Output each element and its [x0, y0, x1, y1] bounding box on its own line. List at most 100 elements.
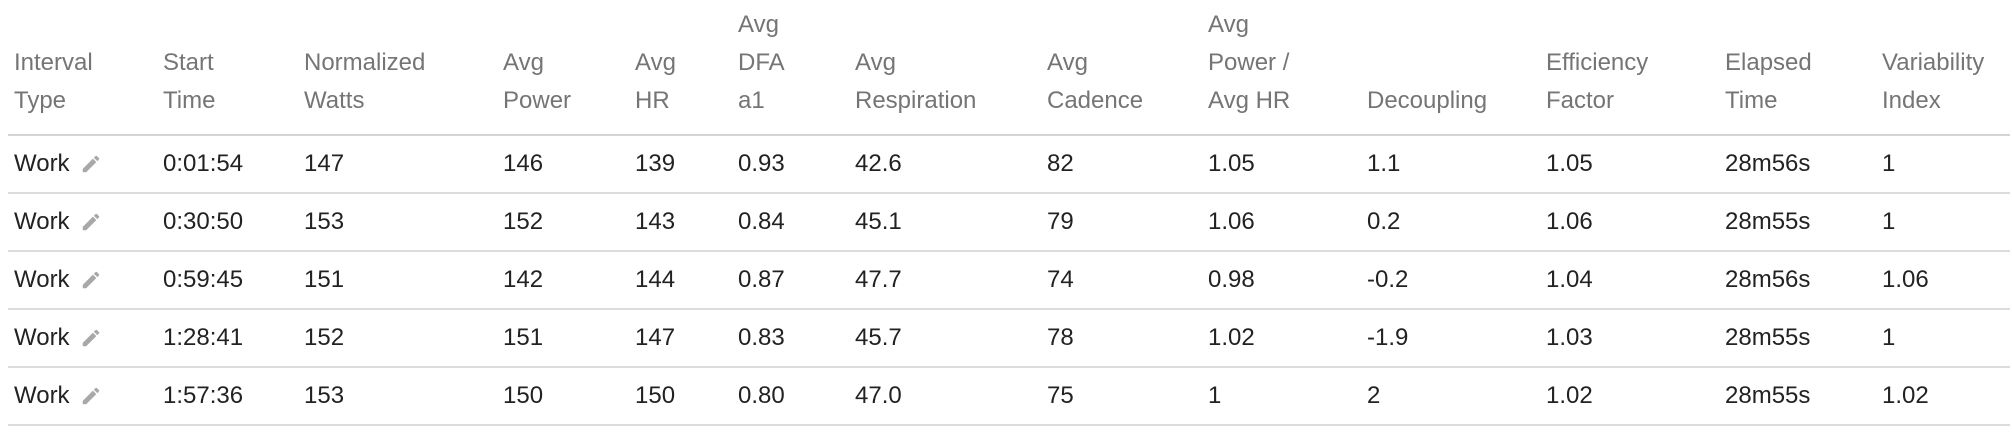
cell-variability-index: 1.02 [1876, 367, 2010, 426]
interval-type-wrapper: Work [14, 148, 102, 180]
cell-avg-dfa-a1: 0.93 [732, 135, 849, 194]
cell-avg-power: 151 [497, 309, 629, 368]
cell-efficiency-factor: 1.03 [1540, 309, 1719, 368]
cell-avg-respiration: 45.1 [849, 193, 1041, 252]
cell-start-time: 1:28:41 [157, 309, 298, 368]
cell-avg-hr: 143 [629, 193, 732, 252]
cell-avg-dfa-a1: 0.80 [732, 367, 849, 426]
cell-normalized-watts: 151 [298, 251, 497, 310]
cell-avg-power-per-hr: 1.05 [1202, 135, 1361, 194]
cell-decoupling: -0.2 [1361, 251, 1540, 310]
cell-efficiency-factor: 1.02 [1540, 367, 1719, 426]
cell-avg-power-per-hr: 1.02 [1202, 309, 1361, 368]
cell-efficiency-factor: 1.06 [1540, 193, 1719, 252]
cell-decoupling: 1.1 [1361, 135, 1540, 194]
cell-avg-power-per-hr: 1.06 [1202, 193, 1361, 252]
cell-variability-index: 1 [1876, 309, 2010, 368]
cell-normalized-watts: 147 [298, 135, 497, 194]
col-header-elapsed-time[interactable]: Elapsed Time [1719, 0, 1876, 136]
interval-type-label: Work [14, 324, 70, 351]
cell-elapsed-time: 28m55s [1719, 367, 1876, 426]
cell-avg-power: 142 [497, 251, 629, 310]
interval-type-wrapper: Work [14, 380, 102, 412]
col-header-interval-type[interactable]: Interval Type [8, 0, 157, 136]
cell-avg-hr: 150 [629, 367, 732, 426]
pencil-icon[interactable] [80, 327, 102, 349]
pencil-icon[interactable] [80, 153, 102, 175]
col-header-avg-power-per-hr[interactable]: Avg Power / Avg HR [1202, 0, 1361, 136]
cell-avg-power: 152 [497, 193, 629, 252]
cell-elapsed-time: 28m56s [1719, 135, 1876, 194]
pencil-icon[interactable] [80, 269, 102, 291]
cell-avg-respiration: 42.6 [849, 135, 1041, 194]
cell-avg-power: 150 [497, 367, 629, 426]
cell-normalized-watts: 153 [298, 367, 497, 426]
cell-variability-index: 1 [1876, 193, 2010, 252]
cell-start-time: 0:30:50 [157, 193, 298, 252]
table-row[interactable]: Work 0:59:45 151 142 144 0.87 47.7 74 0.98 -0.2 1.… [8, 251, 2010, 310]
pencil-icon[interactable] [80, 211, 102, 233]
cell-start-time: 1:57:36 [157, 367, 298, 426]
table-row[interactable]: Work 1:28:41 152 151 147 0.83 45.7 78 1.02 -1.9 1.… [8, 309, 2010, 368]
cell-avg-cadence: 78 [1041, 309, 1202, 368]
cell-interval-type: Work [8, 193, 157, 252]
cell-avg-power-per-hr: 1 [1202, 367, 1361, 426]
cell-interval-type: Work [8, 135, 157, 194]
cell-elapsed-time: 28m55s [1719, 309, 1876, 368]
cell-interval-type: Work [8, 367, 157, 426]
cell-avg-cadence: 79 [1041, 193, 1202, 252]
cell-variability-index: 1.06 [1876, 251, 2010, 310]
interval-type-wrapper: Work [14, 264, 102, 296]
cell-decoupling: 2 [1361, 367, 1540, 426]
cell-interval-type: Work [8, 309, 157, 368]
cell-elapsed-time: 28m56s [1719, 251, 1876, 310]
cell-avg-power: 146 [497, 135, 629, 194]
cell-avg-dfa-a1: 0.87 [732, 251, 849, 310]
cell-avg-hr: 147 [629, 309, 732, 368]
cell-elapsed-time: 28m55s [1719, 193, 1876, 252]
interval-type-label: Work [14, 382, 70, 409]
cell-avg-hr: 144 [629, 251, 732, 310]
cell-start-time: 0:01:54 [157, 135, 298, 194]
cell-efficiency-factor: 1.05 [1540, 135, 1719, 194]
cell-avg-cadence: 82 [1041, 135, 1202, 194]
col-header-avg-cadence[interactable]: Avg Cadence [1041, 0, 1202, 136]
cell-decoupling: 0.2 [1361, 193, 1540, 252]
cell-decoupling: -1.9 [1361, 309, 1540, 368]
col-header-avg-dfa-a1[interactable]: Avg DFA a1 [732, 0, 849, 136]
cell-interval-type: Work [8, 251, 157, 310]
cell-avg-respiration: 47.7 [849, 251, 1041, 310]
intervals-table: Interval Type Start Time Normalized Watts Avg P… [8, 0, 2010, 426]
col-header-avg-respiration[interactable]: Avg Respiration [849, 0, 1041, 136]
cell-start-time: 0:59:45 [157, 251, 298, 310]
interval-type-wrapper: Work [14, 322, 102, 354]
cell-avg-cadence: 75 [1041, 367, 1202, 426]
col-header-decoupling[interactable]: Decoupling [1361, 0, 1540, 136]
interval-type-label: Work [14, 266, 70, 293]
cell-avg-hr: 139 [629, 135, 732, 194]
cell-efficiency-factor: 1.04 [1540, 251, 1719, 310]
cell-avg-respiration: 45.7 [849, 309, 1041, 368]
col-header-efficiency-factor[interactable]: Efficiency Factor [1540, 0, 1719, 136]
interval-type-label: Work [14, 208, 70, 235]
col-header-start-time[interactable]: Start Time [157, 0, 298, 136]
table-row[interactable]: Work 1:57:36 153 150 150 0.80 47.0 75 1 2 1.02 28m5… [8, 367, 2010, 426]
table-row[interactable]: Work 0:30:50 153 152 143 0.84 45.1 79 1.06 0.2 1.0… [8, 193, 2010, 252]
col-header-normalized-watts[interactable]: Normalized Watts [298, 0, 497, 136]
interval-type-wrapper: Work [14, 206, 102, 238]
table-row[interactable]: Work 0:01:54 147 146 139 0.93 42.6 82 1.05 1.1 1.0… [8, 135, 2010, 194]
table-header-row: Interval Type Start Time Normalized Watts Avg P… [8, 0, 2010, 136]
cell-variability-index: 1 [1876, 135, 2010, 194]
interval-type-label: Work [14, 150, 70, 177]
table-body: Work 0:01:54 147 146 139 0.93 42.6 82 1.05 1.1 1.0… [8, 135, 2010, 426]
col-header-avg-power[interactable]: Avg Power [497, 0, 629, 136]
cell-avg-cadence: 74 [1041, 251, 1202, 310]
col-header-avg-hr[interactable]: Avg HR [629, 0, 732, 136]
cell-normalized-watts: 153 [298, 193, 497, 252]
col-header-variability-index[interactable]: Variability Index [1876, 0, 2010, 136]
cell-avg-power-per-hr: 0.98 [1202, 251, 1361, 310]
cell-avg-respiration: 47.0 [849, 367, 1041, 426]
cell-avg-dfa-a1: 0.84 [732, 193, 849, 252]
pencil-icon[interactable] [80, 385, 102, 407]
